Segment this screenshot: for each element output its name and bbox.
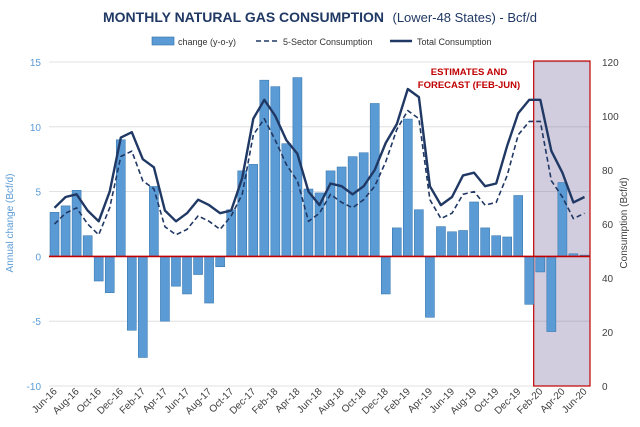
line-total-consumption [53, 87, 586, 223]
bar-Dec-17 [248, 164, 259, 257]
y-axis-right: 120 100 80 60 40 20 0 [602, 58, 619, 393]
bar-Apr-20 [557, 182, 568, 257]
bar-Jan-20 [524, 256, 535, 305]
line-series-layer [53, 87, 586, 236]
y-axis-left-title: Annual change (Bcf/d) [5, 174, 16, 273]
bar-Apr-19 [425, 256, 435, 318]
bar-Jun-16 [49, 212, 60, 257]
y-axis-left: 15 10 5 0 -5 -10 [27, 58, 42, 393]
bar-Mar-19 [414, 209, 424, 257]
y-right-tick-label: 80 [602, 166, 614, 177]
y-axis-right-title: Consumption (Bcf/d) [619, 177, 630, 268]
bar-Oct-18 [358, 152, 369, 257]
x-axis: Jun-16Aug-16Oct-16Dec-16Feb-17Apr-17Jun-… [30, 386, 590, 417]
y-right-tick-label: 100 [602, 112, 619, 123]
legend: change (y-o-y) 5-Sector Consumption Tota… [151, 36, 492, 47]
y-left-tick-label: -5 [32, 317, 41, 328]
bar-Oct-19 [491, 235, 501, 257]
bar-Mar-18 [281, 143, 292, 257]
bar-Dec-19 [513, 195, 524, 257]
x-tick-label: Jun-20 [560, 386, 590, 416]
chart-title: MONTHLY NATURAL GAS CONSUMPTION (Lower-4… [103, 9, 537, 26]
bar-May-17 [171, 256, 181, 287]
bar-Jan-19 [392, 227, 402, 257]
y-right-tick-label: 40 [602, 274, 614, 285]
bar-Jul-19 [458, 230, 468, 257]
bar-Dec-18 [380, 256, 391, 295]
bar-Oct-16 [93, 256, 104, 282]
bar-Oct-17 [226, 209, 236, 257]
bar-series-change [49, 77, 590, 358]
bar-Feb-17 [138, 256, 148, 358]
line-5-sector-consumption [53, 109, 585, 236]
bar-Aug-19 [469, 201, 479, 257]
y-right-tick-label: 0 [602, 382, 608, 393]
forecast-annotation-line2: FORECAST (FEB-JUN) [418, 80, 520, 91]
y-left-tick-label: 0 [35, 252, 41, 263]
bar-Jun-19 [447, 231, 457, 257]
bar-Mar-20 [546, 256, 557, 332]
legend-label-change: change (y-o-y) [178, 37, 236, 47]
bar-Sep-17 [215, 256, 225, 268]
bar-Apr-17 [160, 256, 170, 322]
chart-title-main: MONTHLY NATURAL GAS CONSUMPTION [103, 9, 384, 25]
bar-May-18 [303, 188, 314, 257]
bar-May-19 [436, 226, 446, 257]
bar-Aug-17 [204, 256, 214, 304]
y-left-tick-label: 10 [30, 123, 42, 134]
bar-Feb-20 [535, 256, 546, 273]
bar-Jul-16 [60, 205, 71, 257]
legend-swatch-change [151, 36, 175, 46]
y-right-tick-label: 60 [602, 220, 614, 231]
bar-Sep-16 [82, 235, 93, 257]
forecast-annotation-line1: ESTIMATES AND [431, 67, 508, 78]
bar-Jun-17 [182, 256, 192, 295]
y-left-tick-label: 5 [35, 188, 41, 199]
chart-title-sub: (Lower-48 States) - Bcf/d [393, 10, 538, 25]
bar-Jul-17 [193, 256, 203, 275]
legend-label-5-sector: 5-Sector Consumption [283, 37, 373, 47]
y-right-tick-label: 20 [602, 328, 614, 339]
y-left-tick-label: -10 [27, 382, 42, 393]
bar-Sep-19 [480, 227, 490, 257]
y-right-tick-label: 120 [602, 58, 619, 69]
bar-Feb-19 [403, 118, 413, 257]
bar-Jan-17 [127, 256, 137, 331]
bar-Aug-18 [336, 166, 347, 257]
legend-label-total: Total Consumption [417, 37, 492, 47]
bar-Nov-19 [502, 236, 512, 257]
bar-Nov-16 [104, 256, 115, 293]
y-left-tick-label: 15 [30, 58, 42, 69]
